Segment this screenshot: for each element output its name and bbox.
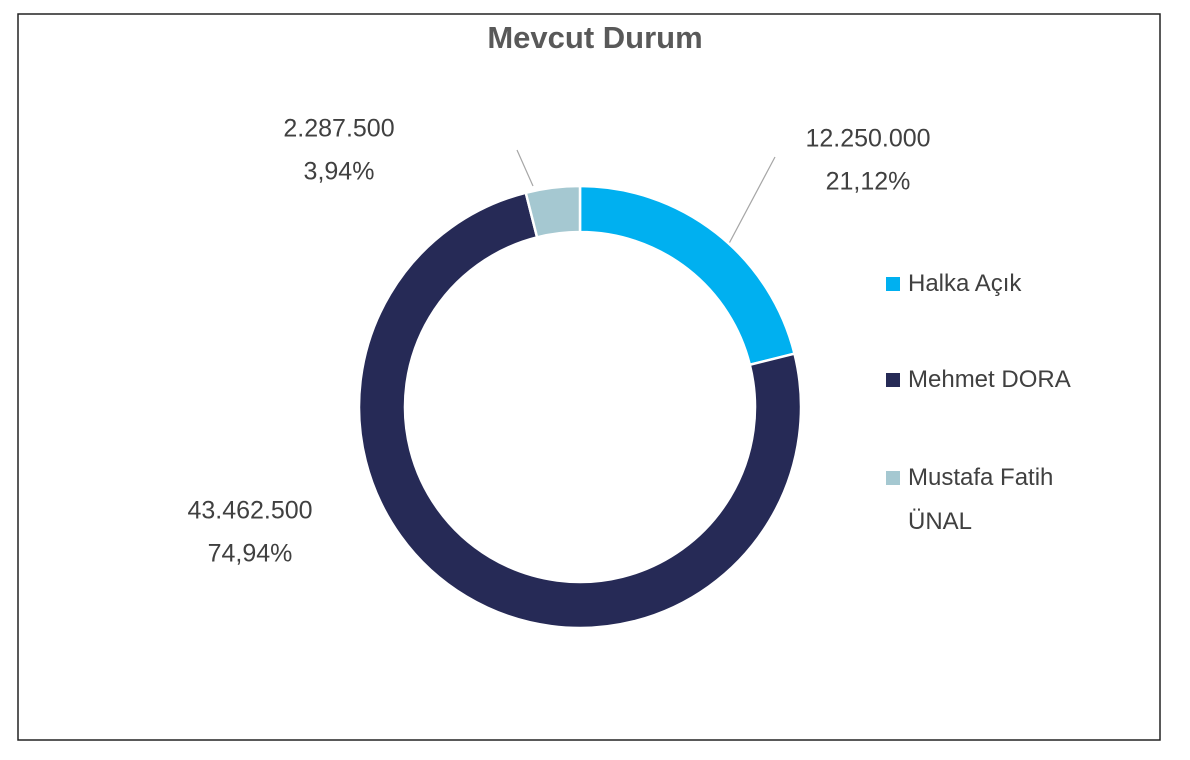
donut-segment — [357, 191, 803, 630]
donut-segment — [524, 184, 582, 239]
value-label: 12.250.000 — [805, 125, 930, 153]
percent-label: 21,12% — [826, 168, 911, 196]
chart-title: Mevcut Durum — [487, 20, 702, 55]
legend-label: Mustafa Fatih ÜNAL — [908, 464, 1054, 535]
legend-swatch — [886, 471, 900, 485]
leader-line — [516, 149, 534, 187]
value-label: 2.287.500 — [283, 115, 394, 143]
legend-swatch — [886, 373, 900, 387]
legend-swatch — [886, 277, 900, 291]
percent-label: 3,94% — [304, 158, 375, 186]
legend-label: Halka Açık — [908, 270, 1022, 297]
legend-label: Mehmet DORA — [908, 366, 1071, 393]
value-label: 43.462.500 — [187, 497, 312, 525]
percent-label: 74,94% — [208, 540, 293, 568]
